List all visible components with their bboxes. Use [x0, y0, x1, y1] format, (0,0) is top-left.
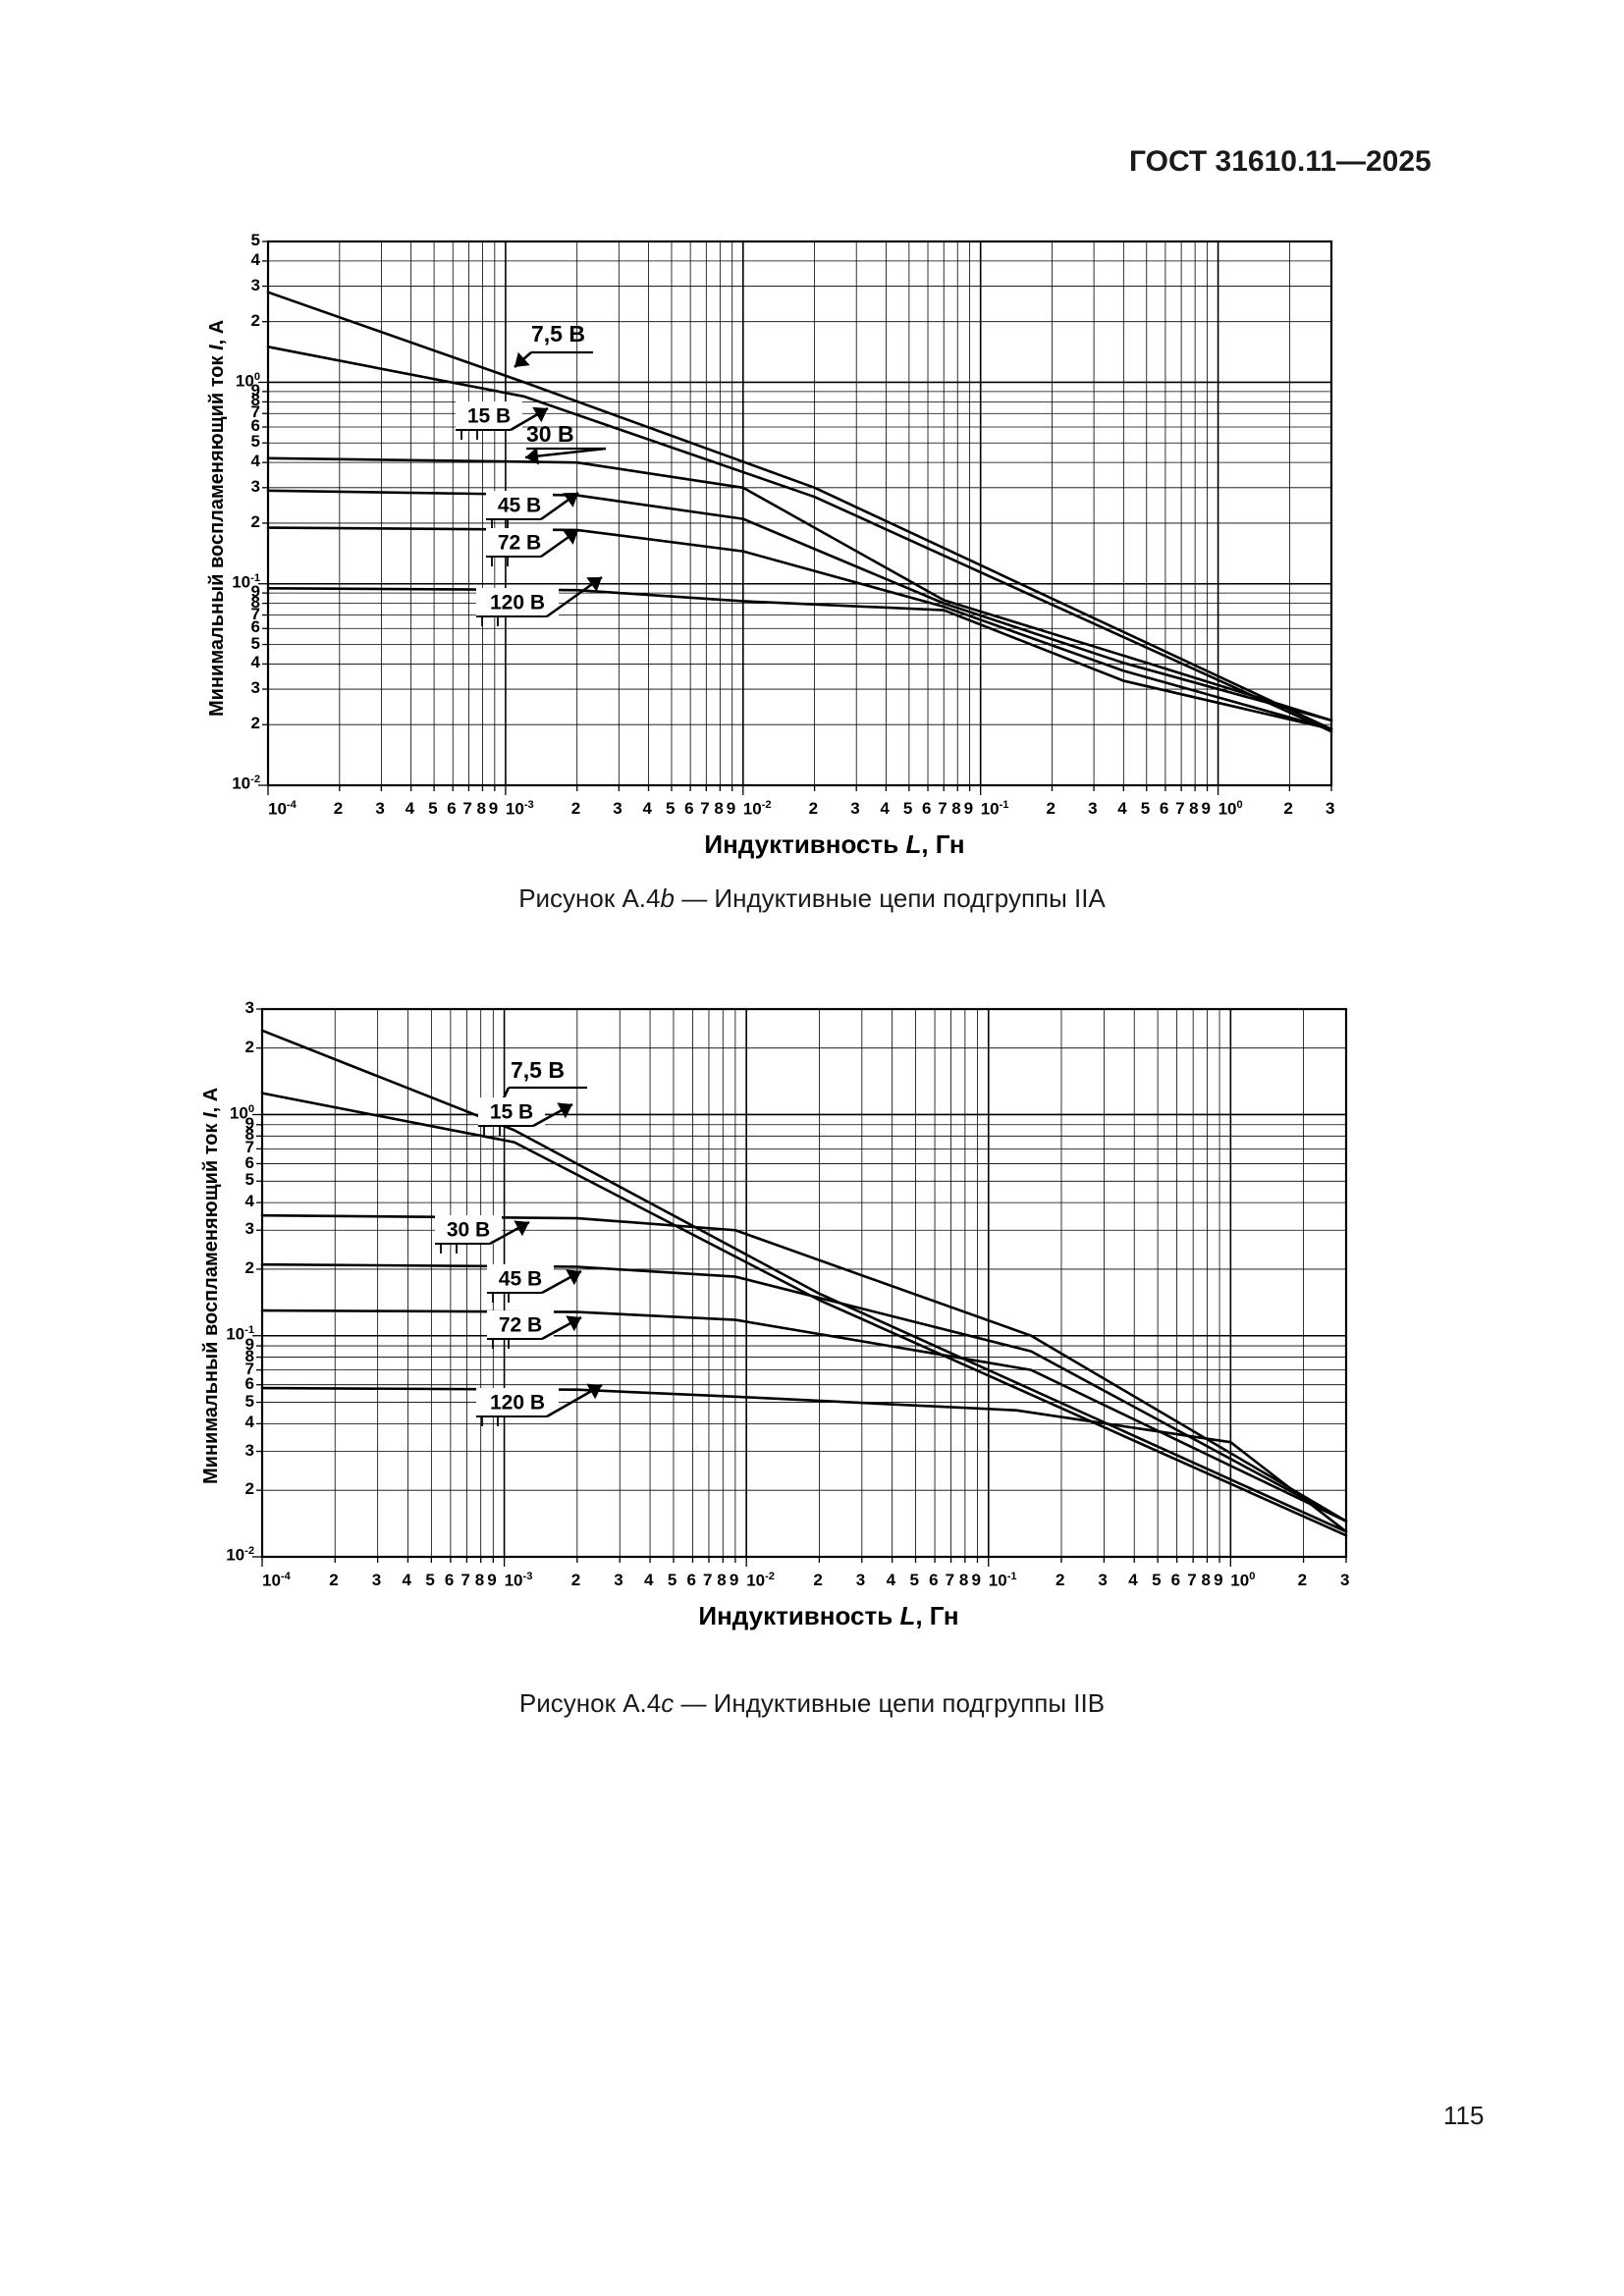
svg-text:72 В: 72 В	[499, 1314, 542, 1337]
svg-text:15 В: 15 В	[490, 1101, 533, 1124]
svg-text:45 В: 45 В	[499, 1268, 542, 1291]
svg-text:120 В: 120 В	[490, 1392, 545, 1415]
svg-text:30 В: 30 В	[447, 1219, 490, 1242]
svg-text:7,5 В: 7,5 В	[511, 1057, 565, 1083]
